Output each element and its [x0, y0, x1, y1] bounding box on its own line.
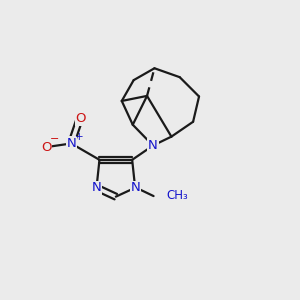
Text: N: N — [92, 181, 101, 194]
Text: O: O — [75, 112, 86, 125]
Text: O: O — [41, 141, 52, 154]
Text: N: N — [130, 181, 140, 194]
Text: N: N — [148, 139, 158, 152]
Text: −: − — [50, 134, 59, 144]
Text: N: N — [67, 137, 76, 150]
Text: +: + — [75, 132, 84, 142]
Text: CH₃: CH₃ — [166, 189, 188, 202]
